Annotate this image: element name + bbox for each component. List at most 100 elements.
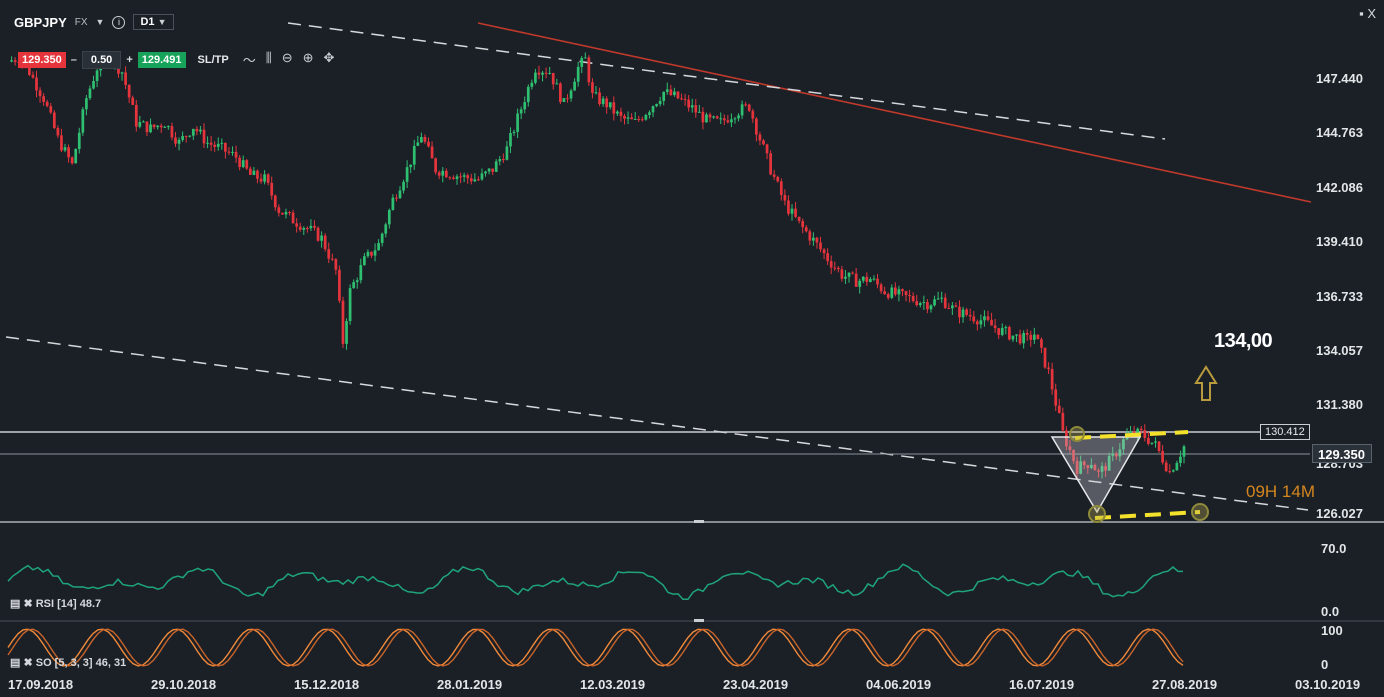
candle-body bbox=[1093, 464, 1097, 471]
candle-body bbox=[95, 70, 99, 81]
sell-button[interactable]: 129.350 bbox=[18, 51, 66, 68]
candle-body bbox=[787, 200, 790, 214]
candle-body bbox=[683, 98, 687, 100]
candle-body bbox=[633, 118, 637, 120]
candle-body bbox=[1036, 334, 1040, 340]
candle-body bbox=[915, 301, 919, 306]
candle-body bbox=[134, 104, 138, 127]
so-axis-100: 100 bbox=[1321, 623, 1343, 638]
move-icon[interactable]: ✥ bbox=[323, 50, 335, 65]
candle-body bbox=[437, 172, 441, 176]
candle-body bbox=[224, 142, 227, 152]
so-axis-0: 0 bbox=[1321, 657, 1329, 672]
candle-body bbox=[512, 131, 516, 134]
info-icon[interactable]: i bbox=[112, 15, 126, 29]
candle-body bbox=[355, 280, 359, 283]
candle-body bbox=[330, 258, 334, 260]
candle-body bbox=[1057, 405, 1061, 413]
window-controls[interactable]: ▪ X bbox=[1359, 6, 1376, 21]
candle-body bbox=[459, 176, 462, 178]
zoom-in-icon[interactable]: ⊕ bbox=[302, 50, 314, 65]
candle-body bbox=[1136, 428, 1140, 436]
candle-body bbox=[616, 111, 619, 114]
candle-body bbox=[412, 145, 416, 165]
candle-body bbox=[573, 81, 576, 91]
timeframe-select[interactable]: D1 ▼ bbox=[133, 14, 174, 30]
candle-body bbox=[940, 297, 944, 299]
candle-body bbox=[1100, 466, 1104, 472]
candle-body bbox=[10, 60, 13, 62]
candle-body bbox=[1015, 334, 1018, 336]
candle-body bbox=[1047, 367, 1050, 370]
candle-body bbox=[569, 90, 573, 99]
symbol-dropdown-icon[interactable]: ▼ bbox=[95, 17, 105, 27]
candle-body bbox=[295, 223, 299, 227]
candle-body bbox=[904, 291, 908, 296]
increase-qty-button[interactable]: + bbox=[126, 53, 133, 66]
candle-body bbox=[861, 276, 865, 281]
symbol-name[interactable]: GBPJPY bbox=[14, 14, 67, 30]
rsi-label[interactable]: ▤ ✖ RSI [14] 48.7 bbox=[10, 598, 102, 610]
candle-body bbox=[836, 267, 840, 270]
trend-lines bbox=[0, 22, 1384, 622]
candle-body bbox=[865, 276, 869, 282]
candle-body bbox=[316, 227, 320, 241]
candle-body bbox=[669, 89, 673, 96]
candle-body bbox=[765, 144, 769, 154]
candle-body bbox=[523, 102, 527, 110]
candle-body bbox=[883, 291, 887, 295]
candle-body bbox=[380, 233, 384, 243]
rsi-line bbox=[7, 563, 1183, 601]
candle-body bbox=[840, 269, 844, 279]
candle-body bbox=[961, 309, 965, 318]
candle-body bbox=[181, 136, 184, 140]
candle-body bbox=[1129, 431, 1132, 434]
candle-body bbox=[202, 129, 206, 144]
pattern-annotation bbox=[694, 365, 1218, 622]
candle-body bbox=[263, 174, 266, 182]
candle-body bbox=[231, 151, 234, 153]
candle-body bbox=[248, 168, 252, 175]
candle-body bbox=[252, 170, 256, 175]
candle-body bbox=[52, 112, 56, 128]
candle-body bbox=[819, 242, 822, 250]
sltp-button[interactable]: SL/TP bbox=[197, 53, 229, 66]
candle-body bbox=[131, 97, 135, 105]
candle-body bbox=[790, 208, 794, 214]
decrease-qty-button[interactable]: – bbox=[70, 53, 77, 66]
candle-body bbox=[722, 118, 726, 121]
quantity-input[interactable]: 0.50 bbox=[81, 50, 122, 69]
candle-body bbox=[416, 142, 420, 146]
price-tick-label: 126.027 bbox=[1316, 506, 1363, 521]
candle-body bbox=[477, 179, 480, 181]
timeframe-dropdown-icon: ▼ bbox=[157, 17, 167, 27]
so-label[interactable]: ▤ ✖ SO [5, 3, 3] 46, 31 bbox=[10, 657, 127, 669]
rsi-label-text: RSI [14] 48.7 bbox=[35, 598, 102, 610]
candle-body bbox=[576, 66, 580, 82]
candle-body bbox=[890, 287, 894, 298]
candle-body bbox=[509, 133, 512, 147]
candle-body bbox=[858, 280, 862, 287]
candle-body bbox=[67, 147, 70, 158]
candle-type-icon[interactable]: ⫼ bbox=[265, 50, 272, 65]
candle-body bbox=[56, 127, 60, 136]
candle-body bbox=[933, 299, 936, 306]
timeframe-value: D1 bbox=[140, 16, 155, 28]
candle-body bbox=[149, 124, 152, 133]
candle-body bbox=[338, 269, 341, 301]
candle-body bbox=[206, 142, 209, 144]
candle-body bbox=[708, 114, 712, 118]
candle-body bbox=[448, 177, 452, 179]
candle-body bbox=[804, 227, 808, 232]
candle-body bbox=[1022, 332, 1025, 344]
buy-button[interactable]: 129.491 bbox=[137, 51, 186, 68]
zoom-out-icon[interactable]: ⊖ bbox=[281, 50, 293, 65]
candle-body bbox=[501, 159, 505, 161]
candle-body bbox=[954, 305, 958, 307]
line-chart-icon[interactable]: 〜 bbox=[242, 53, 256, 68]
price-tick-label: 147.440 bbox=[1316, 71, 1363, 86]
time-tick-label: 12.03.2019 bbox=[580, 677, 646, 692]
neckline-dash bbox=[1074, 430, 1189, 440]
marker-circle-bottom-right bbox=[1191, 503, 1209, 521]
time-tick-label: 27.08.2019 bbox=[1152, 677, 1218, 692]
